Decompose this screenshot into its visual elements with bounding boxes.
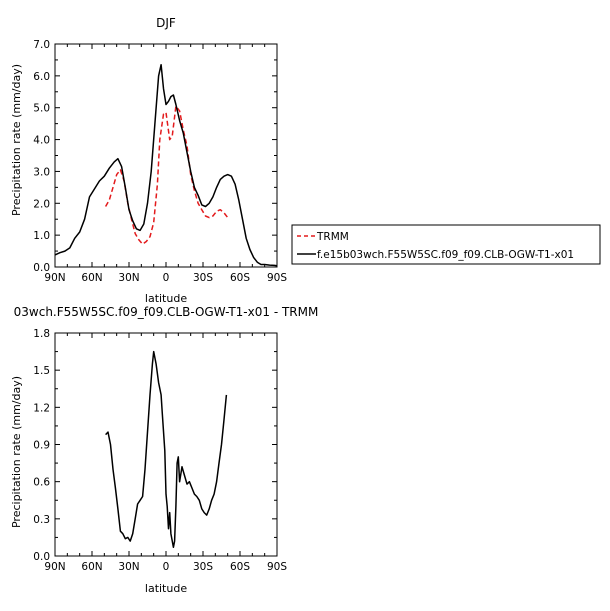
legend-box: [291, 224, 601, 265]
top-y-tick-label: 0.0: [33, 262, 50, 274]
bottom-x-tick-label: 0: [163, 561, 170, 573]
bottom-y-tick-label: 1.2: [33, 402, 50, 414]
bottom-y-tick-label: 0.9: [33, 440, 50, 452]
bottom-chart-panel: 03wch.F55W5SC.f09_f09.CLB-OGW-T1-x01 - T…: [10, 305, 318, 595]
top-series-line-1: [104, 105, 229, 245]
bottom-x-tick-label: 60S: [230, 561, 250, 573]
legend: TRMM f.e15b03wch.F55W5SC.f09_f09.CLB-OGW…: [291, 224, 601, 265]
top-chart-frame: [54, 43, 278, 268]
top-y-tick-label: 5.0: [33, 103, 50, 115]
top-y-tick-label: 3.0: [33, 166, 50, 178]
top-x-tick-label: 60N: [81, 272, 102, 284]
bottom-series-line-1: [105, 350, 228, 549]
top-chart-axes: 90N 60N 30N 0 30S 60S 90S 0.0 1.0 2.0 3.0 4.0 5.0 6.0…: [33, 39, 287, 284]
top-y-tick-label: 4.0: [33, 135, 50, 147]
bottom-x-tick-label: 90S: [267, 561, 287, 573]
bottom-x-tick-label: 60N: [81, 561, 102, 573]
bottom-chart-series: [105, 350, 228, 549]
bottom-y-tick-label: 1.5: [33, 365, 50, 377]
bottom-chart-frame: [54, 332, 278, 557]
bottom-x-tick-label: 30N: [118, 561, 139, 573]
bottom-y-tick-label: 0.6: [33, 477, 50, 489]
top-x-tick-label: 0: [163, 272, 170, 284]
top-chart-panel: DJF latitude Precipitation rate (mm/day)…: [10, 16, 287, 305]
top-y-tick-label: 1.0: [33, 230, 50, 242]
top-x-tick-label: 90N: [44, 272, 65, 284]
top-chart-title: DJF: [156, 16, 176, 30]
top-y-tick-label: 7.0: [33, 39, 50, 51]
top-x-tick-label: 90S: [267, 272, 287, 284]
bottom-chart-title: 03wch.F55W5SC.f09_f09.CLB-OGW-T1-x01 - T…: [14, 305, 319, 319]
top-series-line-2: [54, 63, 278, 267]
bottom-y-tick-label: 1.8: [33, 328, 50, 340]
top-chart-ylabel: Precipitation rate (mm/day): [10, 64, 23, 216]
bottom-y-tick-label: 0.3: [33, 514, 50, 526]
bottom-chart-axes: 90N 60N 30N 0 30S 60S 90S 0.0 0.3 0.6 0.9 1.2 1.5 1.8: [33, 328, 287, 573]
top-chart-series: [54, 63, 278, 267]
top-y-tick-label: 2.0: [33, 198, 50, 210]
legend-label-model: f.e15b03wch.F55W5SC.f09_f09.CLB-OGW-T1-x…: [317, 249, 574, 261]
top-x-tick-label: 30N: [118, 272, 139, 284]
bottom-x-tick-label: 30S: [193, 561, 213, 573]
legend-label-trmm: TRMM: [316, 231, 349, 243]
top-chart-xlabel: latitude: [145, 292, 187, 305]
bottom-chart-xlabel: latitude: [145, 582, 187, 595]
bottom-x-tick-label: 90N: [44, 561, 65, 573]
top-x-tick-label: 30S: [193, 272, 213, 284]
top-x-tick-label: 60S: [230, 272, 250, 284]
top-y-tick-label: 6.0: [33, 71, 50, 83]
bottom-y-tick-label: 0.0: [33, 551, 50, 563]
bottom-chart-ylabel: Precipitation rate (mm/day): [10, 376, 23, 528]
